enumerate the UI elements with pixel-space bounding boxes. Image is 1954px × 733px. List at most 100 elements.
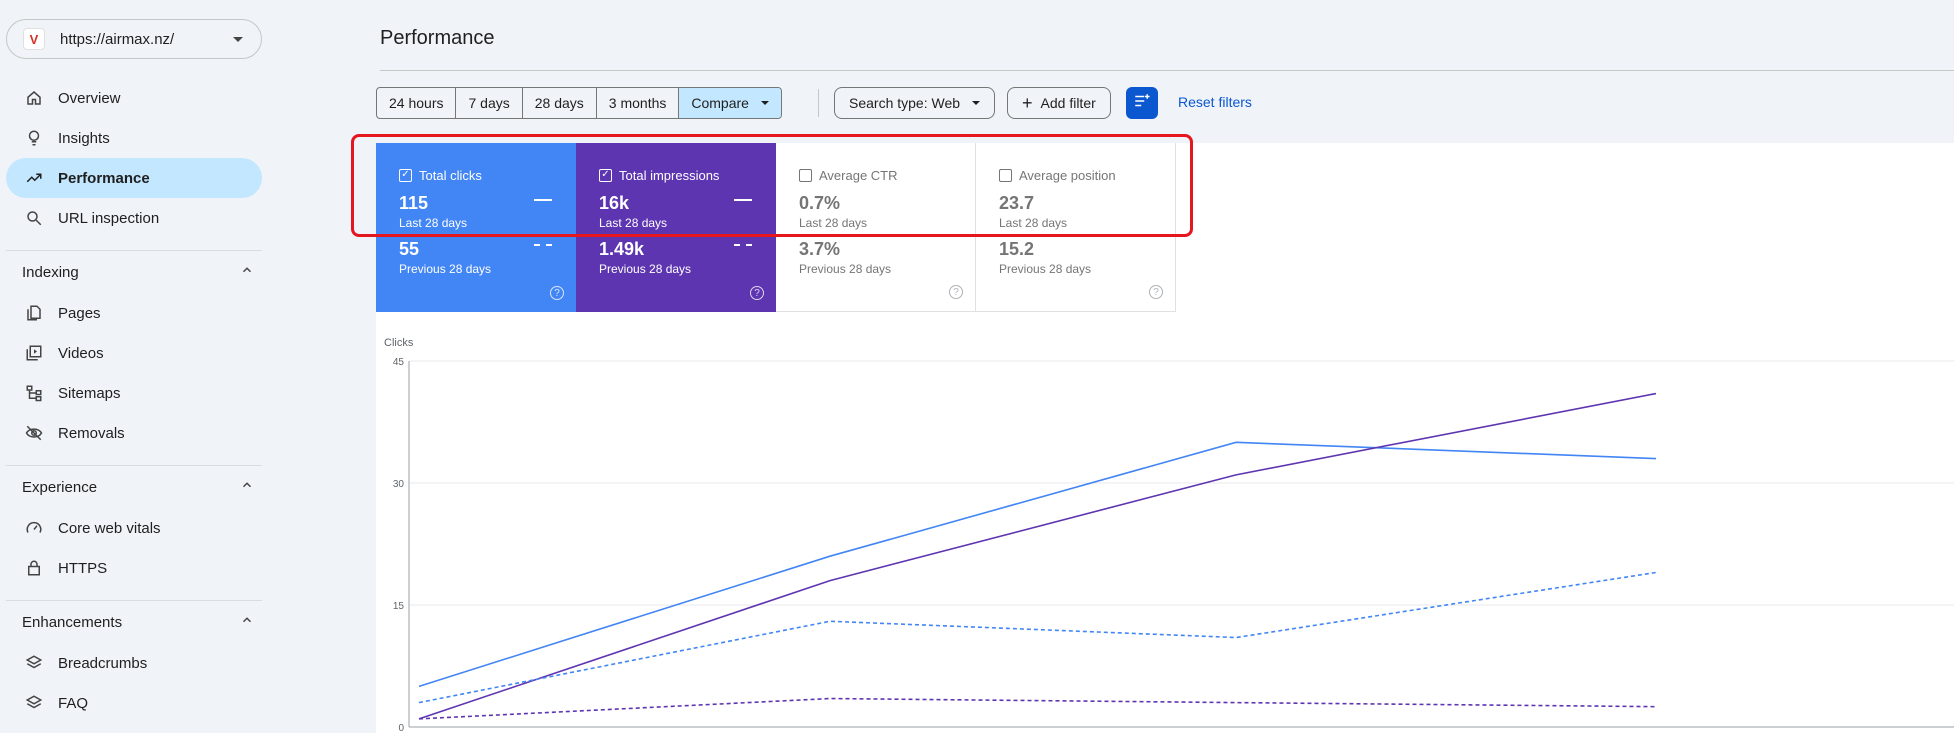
property-selector[interactable]: V https://airmax.nz/ [6,19,262,59]
plus-icon: + [1022,92,1033,113]
sidebar-item-performance[interactable]: Performance [6,158,262,198]
checkbox-unchecked-icon[interactable] [799,168,812,182]
caret-down-icon [972,101,981,105]
sidebar-item-label: Overview [58,89,121,107]
video-icon [24,343,44,363]
divider [6,250,262,251]
range-7-days-button[interactable]: 7 days [456,88,523,118]
section-header-experience[interactable]: Experience [22,475,254,499]
sidebar-item-overview[interactable]: Overview [6,78,262,118]
sidebar-item-url-inspection[interactable]: URL inspection [6,198,262,238]
section-header-enhancements[interactable]: Enhancements [22,610,254,634]
y-tick-label: 15 [393,601,405,612]
sidebar-item-label: Core web vitals [58,519,161,537]
site-logo: V [23,28,45,50]
add-filter-label: Add filter [1040,95,1096,111]
metric-prev-value: 55 [399,239,420,259]
y-tick-label: 45 [393,357,405,368]
filter-settings-button[interactable] [1126,87,1158,119]
sidebar-item-videos[interactable]: Videos [6,333,262,373]
chevron-up-icon [240,478,254,496]
sidebar-item-label: Videos [58,344,104,362]
sidebar-item-label: Performance [58,169,150,187]
metric-card-average-ctr[interactable]: Average CTR 0.7% Last 28 days 3.7% Previ… [776,143,976,312]
y-axis-label: Clicks [384,337,414,349]
metric-card-total-clicks[interactable]: ✓ Total clicks 115 Last 28 days 55 Previo… [376,143,576,312]
checkbox-unchecked-icon[interactable] [999,168,1012,182]
metric-prev-period: Previous 28 days [399,262,492,276]
metric-prev-value: 1.49k [599,239,645,259]
checkbox-checked-icon[interactable]: ✓ [599,168,612,182]
range-3-months-button[interactable]: 3 months [597,88,680,118]
metric-label: Total impressions [619,167,720,183]
help-icon[interactable]: ? [750,286,764,300]
divider [6,465,262,466]
sidebar-item-label: Pages [58,304,101,322]
sidebar-item-pages[interactable]: Pages [6,293,262,333]
sidebar-item-breadcrumbs[interactable]: Breadcrumbs [6,643,262,683]
series-line-1 [418,441,1657,688]
dashed-line-icon [734,244,752,246]
help-icon[interactable]: ? [1149,285,1163,299]
property-url: https://airmax.nz/ [60,30,175,48]
page-title: Performance [380,27,495,49]
series-line-2 [418,392,1657,720]
sidebar-item-label: Sitemaps [58,384,121,402]
annotation-highlight-box [351,134,1193,237]
metric-period: Last 28 days [799,216,868,230]
y-tick-label: 0 [398,723,404,733]
speedometer-icon [24,518,44,538]
metric-card-average-position[interactable]: Average position 23.7 Last 28 days 15.2 … [976,143,1176,312]
search-type-chip[interactable]: Search type: Web [834,87,996,119]
date-range-group: 24 hours 7 days 28 days 3 months Compare [376,87,782,119]
metric-value: 115 [399,193,429,213]
checkbox-checked-icon[interactable]: ✓ [399,168,412,182]
performance-chart: Clicks 0 15 30 45 [376,312,1954,733]
chevron-up-icon [240,613,254,631]
metric-prev-period: Previous 28 days [999,262,1092,276]
help-icon[interactable]: ? [949,285,963,299]
search-type-label: Search type: Web [849,95,961,111]
range-28-days-button[interactable]: 28 days [523,88,597,118]
sidebar-item-core-web-vitals[interactable]: Core web vitals [6,508,262,548]
add-filter-button[interactable]: + Add filter [1007,87,1111,119]
sidebar-item-faq[interactable]: FAQ [6,683,262,723]
layers-icon [24,693,44,713]
metric-value: 23.7 [999,193,1035,213]
range-24-hours-button[interactable]: 24 hours [377,88,457,118]
sidebar-item-label: Insights [58,129,110,147]
filter-list-icon [1133,92,1151,115]
sidebar-item-removals[interactable]: Removals [6,413,262,453]
series-line-4 [418,697,1657,720]
metric-prev-period: Previous 28 days [799,262,892,276]
line-chart: Clicks 0 15 30 45 [384,337,1954,733]
chevron-down-icon [233,37,243,42]
reset-filters-link[interactable]: Reset filters [1178,94,1252,110]
metric-label: Average CTR [819,167,898,183]
section-header-indexing[interactable]: Indexing [22,260,254,284]
metric-cards: ✓ Total clicks 115 Last 28 days 55 Previo… [376,143,1954,312]
trending-up-icon [24,168,44,188]
compare-label: Compare [691,95,749,111]
solid-line-icon [534,199,552,201]
sitemap-icon [24,383,44,403]
help-icon[interactable]: ? [550,286,564,300]
divider [6,600,262,601]
sidebar-item-label: HTTPS [58,559,108,577]
sidebar-item-https[interactable]: HTTPS [6,548,262,588]
home-icon [24,88,44,108]
sidebar-item-label: Breadcrumbs [58,654,148,672]
section-title: Indexing [22,263,79,281]
sidebar-item-insights[interactable]: Insights [6,118,262,158]
caret-down-icon [760,101,769,105]
sidebar: V https://airmax.nz/ Overview Insights P… [0,0,270,733]
compare-button[interactable]: Compare [679,88,781,118]
metric-prev-period: Previous 28 days [599,262,692,276]
metric-period: Last 28 days [399,216,468,230]
pages-icon [24,303,44,323]
divider [818,89,819,117]
sidebar-item-label: URL inspection [58,209,160,227]
metric-card-total-impressions[interactable]: ✓ Total impressions 16k Last 28 days 1.49… [576,143,776,312]
sidebar-item-sitemaps[interactable]: Sitemaps [6,373,262,413]
section-title: Enhancements [22,613,123,631]
